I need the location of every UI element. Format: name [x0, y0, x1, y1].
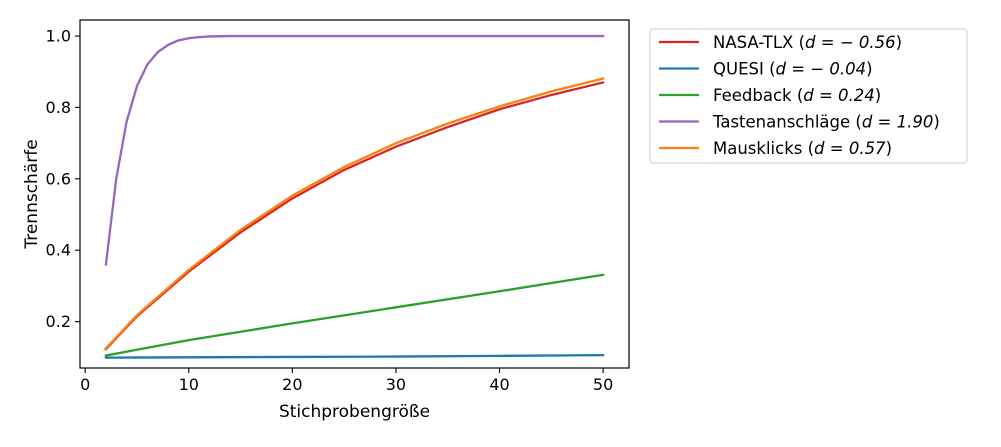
legend-label-4: Mausklicks (d = 0.57) [713, 139, 892, 158]
x-axis-label: Stichprobengröße [279, 402, 430, 422]
legend-label-prefix: NASA-TLX ( [713, 33, 805, 52]
series-line-4 [104, 77, 605, 350]
y-tick-label: 1.0 [46, 27, 71, 46]
legend-label-math: d = 1.90 [862, 113, 934, 132]
legend-label-suffix: ) [886, 139, 892, 158]
x-tick-label: 20 [282, 375, 302, 394]
legend-label-math: d = − 0.04 [776, 60, 867, 79]
y-axis-label: Trennschärfe [22, 139, 42, 249]
series-line-1 [104, 353, 605, 359]
legend-label-3: Tastenanschläge (d = 1.90) [712, 113, 940, 132]
x-tick-label: 10 [179, 375, 199, 394]
legend-label-1: QUESI (d = − 0.04) [713, 60, 873, 79]
x-tick-label: 0 [80, 375, 90, 394]
series-line-0 [104, 81, 605, 351]
y-axis: 0.2 0.4 0.6 0.8 1.0 [46, 27, 80, 331]
legend-label-suffix: ) [896, 33, 902, 52]
legend-label-0: NASA-TLX (d = − 0.56) [713, 33, 902, 52]
plot-area-frame [79, 19, 630, 369]
y-tick-label: 0.6 [46, 169, 71, 188]
legend-label-prefix: Tastenanschläge ( [712, 113, 862, 132]
legend-label-suffix: ) [933, 113, 939, 132]
y-tick-label: 0.8 [46, 98, 71, 117]
y-tick-label: 0.4 [46, 241, 71, 260]
legend-label-math: d = 0.24 [803, 86, 875, 105]
legend: NASA-TLX (d = − 0.56)QUESI (d = − 0.04)F… [649, 28, 968, 164]
legend-frame [649, 28, 968, 164]
legend-label-suffix: ) [866, 60, 872, 79]
legend-label-math: d = − 0.56 [805, 33, 896, 52]
x-tick-label: 40 [489, 375, 509, 394]
x-axis: 0 10 20 30 40 50 [80, 368, 613, 394]
legend-label-prefix: QUESI ( [713, 60, 776, 79]
legend-label-2: Feedback (d = 0.24) [713, 86, 881, 105]
x-tick-label: 50 [593, 375, 613, 394]
series-line-2 [104, 273, 605, 357]
x-tick-label: 30 [386, 375, 406, 394]
y-tick-label: 0.2 [46, 312, 71, 331]
legend-label-math: d = 0.57 [814, 139, 886, 158]
legend-label-suffix: ) [875, 86, 881, 105]
legend-label-prefix: Mausklicks ( [713, 139, 814, 158]
series-layer [104, 34, 605, 359]
series-line-3 [104, 34, 605, 266]
legend-label-prefix: Feedback ( [713, 86, 803, 105]
